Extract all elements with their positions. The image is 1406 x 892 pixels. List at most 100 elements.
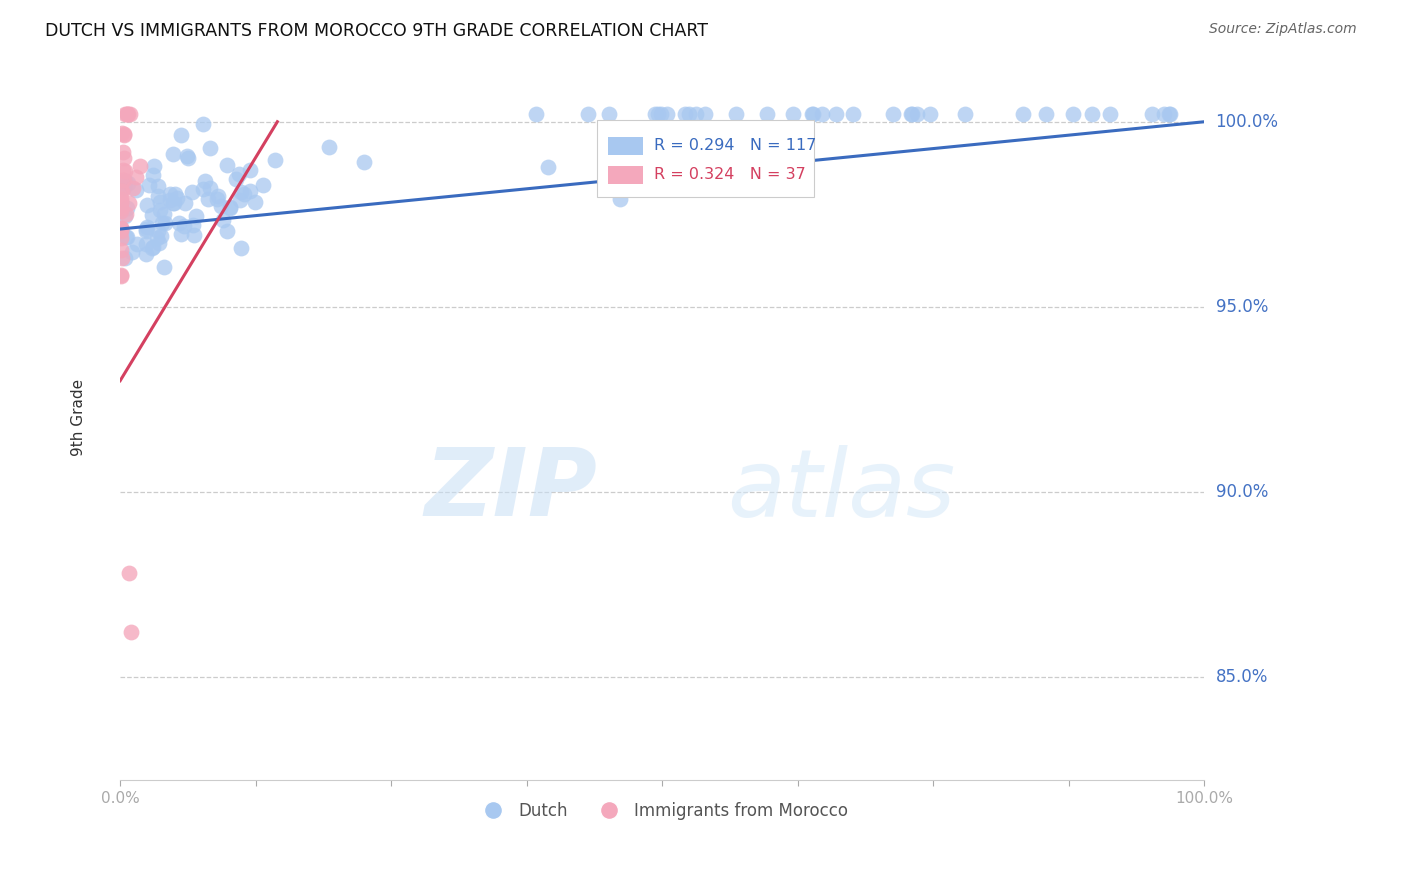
Point [882, 107, 904, 121]
Point [598, 107, 620, 121]
Legend: Dutch, Immigrants from Morocco: Dutch, Immigrants from Morocco [470, 795, 855, 826]
Point [159, 193, 181, 207]
Point [118, 566, 141, 581]
Point [239, 184, 262, 198]
Point [110, 194, 132, 209]
Bar [607, 137, 643, 155]
Point [232, 187, 254, 202]
Point [114, 163, 136, 178]
Point [207, 193, 229, 207]
Point [135, 247, 157, 261]
Point [112, 151, 135, 165]
Point [152, 260, 174, 274]
Point [650, 107, 672, 121]
Point [114, 210, 136, 224]
Point [111, 251, 134, 265]
Point [755, 107, 778, 121]
Text: 85.0%: 85.0% [1216, 668, 1268, 686]
Text: 90.0%: 90.0% [1216, 483, 1268, 500]
Point [953, 107, 976, 121]
Point [170, 227, 193, 241]
Point [215, 224, 238, 238]
Text: 9th Grade: 9th Grade [72, 379, 86, 457]
Point [609, 192, 631, 206]
Point [782, 107, 804, 121]
Point [318, 140, 340, 154]
Point [673, 107, 696, 121]
Text: R = 0.294   N = 117: R = 0.294 N = 117 [654, 138, 815, 153]
Point [197, 192, 219, 206]
Point [162, 196, 184, 211]
Point [114, 207, 136, 221]
Point [135, 222, 157, 236]
Point [146, 178, 169, 193]
Point [173, 196, 195, 211]
Point [905, 107, 928, 121]
Text: atlas: atlas [727, 445, 956, 536]
Point [231, 241, 253, 255]
Point [110, 184, 132, 198]
Point [1035, 107, 1057, 121]
Point [115, 107, 138, 121]
Point [120, 107, 142, 121]
Point [142, 168, 165, 182]
Point [165, 186, 187, 201]
Point [117, 107, 139, 121]
Point [153, 207, 176, 221]
Point [239, 163, 262, 178]
Point [900, 107, 922, 121]
Point [693, 107, 716, 121]
Point [150, 229, 173, 244]
Point [121, 244, 143, 259]
Point [125, 183, 148, 197]
Point [146, 224, 169, 238]
Text: Source: ZipAtlas.com: Source: ZipAtlas.com [1209, 22, 1357, 37]
Point [112, 128, 135, 143]
Point [825, 107, 848, 121]
Bar [607, 166, 643, 185]
Point [252, 178, 274, 193]
Point [181, 186, 204, 200]
Point [128, 159, 150, 173]
Point [217, 158, 239, 172]
Point [1142, 107, 1164, 121]
Point [110, 192, 132, 206]
Point [150, 216, 173, 230]
Point [193, 116, 215, 130]
Point [110, 201, 132, 215]
Point [1080, 107, 1102, 121]
Point [353, 155, 375, 169]
Point [141, 241, 163, 255]
Text: R = 0.324   N = 37: R = 0.324 N = 37 [654, 168, 806, 182]
Point [135, 198, 157, 212]
Point [218, 200, 240, 214]
Point [724, 107, 747, 121]
Point [111, 173, 134, 187]
Point [135, 237, 157, 252]
Point [110, 243, 132, 257]
Point [110, 224, 132, 238]
Point [111, 145, 134, 160]
Point [526, 107, 548, 121]
Point [644, 107, 666, 121]
Point [803, 107, 825, 121]
Point [901, 107, 924, 121]
Point [678, 107, 700, 121]
Point [211, 213, 233, 227]
Point [122, 181, 145, 195]
Point [110, 194, 132, 209]
Point [207, 189, 229, 203]
Text: ZIP: ZIP [425, 444, 598, 536]
Text: 95.0%: 95.0% [1216, 298, 1268, 316]
Point [149, 195, 172, 210]
Point [110, 221, 132, 235]
Point [115, 229, 138, 244]
Point [125, 170, 148, 185]
Point [170, 128, 193, 142]
Point [186, 210, 208, 224]
Point [228, 167, 250, 181]
Point [110, 184, 132, 198]
Point [1098, 107, 1121, 121]
FancyBboxPatch shape [598, 120, 814, 196]
Point [114, 107, 136, 121]
